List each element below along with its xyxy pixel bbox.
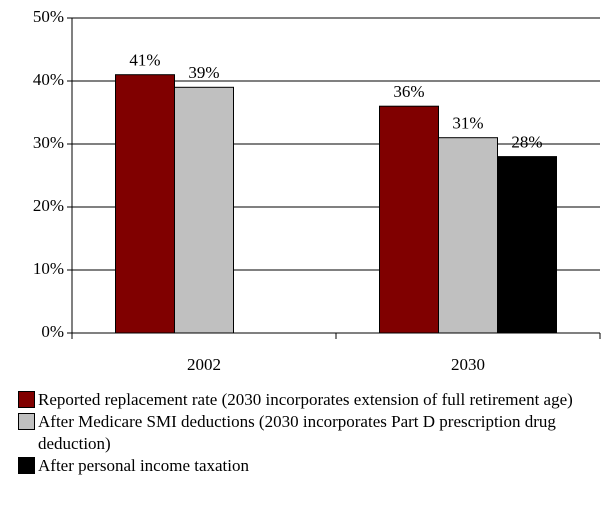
x-tick-label: 2030	[451, 355, 485, 374]
legend-item: After Medicare SMI deductions (2030 inco…	[18, 411, 603, 455]
legend-label: After personal income taxation	[38, 456, 250, 475]
legend-label: Reported replacement rate (2030 incorpor…	[38, 390, 573, 409]
legend-item: Reported replacement rate (2030 incorpor…	[18, 389, 603, 411]
legend: Reported replacement rate (2030 incorpor…	[18, 389, 603, 477]
y-tick-label: 50%	[33, 7, 64, 26]
legend-swatch	[18, 413, 35, 430]
y-tick-label: 10%	[33, 259, 64, 278]
y-tick-label: 40%	[33, 70, 64, 89]
data-label: 28%	[511, 133, 542, 152]
bar	[174, 86, 234, 334]
data-label: 36%	[393, 82, 424, 101]
data-label: 41%	[129, 51, 160, 70]
bar	[115, 74, 175, 334]
bar	[497, 156, 557, 334]
data-label: 39%	[188, 63, 219, 82]
bar	[438, 137, 498, 334]
chart: 0% 10% 20% 30% 40% 50% 2002 41% 39% 2030 36% 31% 28%	[33, 7, 601, 374]
legend-swatch	[18, 391, 35, 408]
legend-item: After personal income taxation	[18, 455, 603, 477]
y-tick-label: 0%	[41, 322, 64, 341]
x-tick-label: 2002	[187, 355, 221, 374]
legend-swatch	[18, 457, 35, 474]
bar	[379, 105, 439, 334]
legend-label: After Medicare SMI deductions (2030 inco…	[38, 412, 556, 453]
data-label: 31%	[452, 114, 483, 133]
y-tick-label: 20%	[33, 196, 64, 215]
y-tick-label: 30%	[33, 133, 64, 152]
